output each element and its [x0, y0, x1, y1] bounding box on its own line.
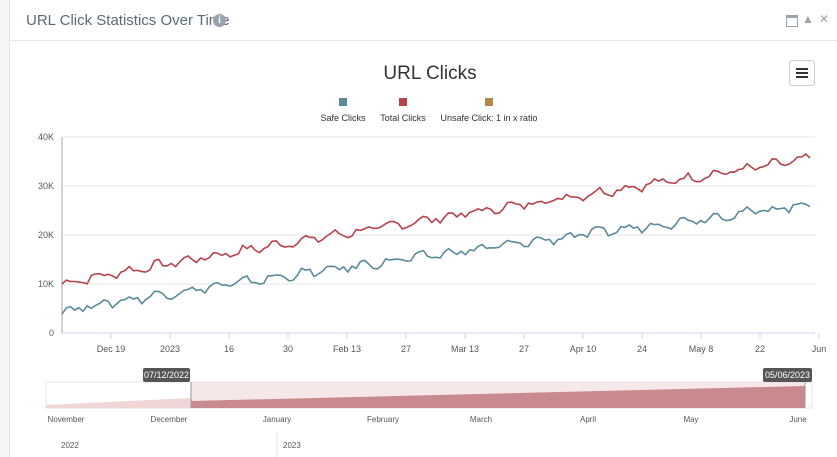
x-tick-label: Jun [812, 344, 827, 354]
navigator-year-label: 2023 [283, 441, 301, 450]
chart-series [61, 152, 811, 315]
collapse-icon[interactable]: ▲ [802, 12, 814, 26]
panel-title: URL Click Statistics Over Time [26, 12, 230, 29]
legend-swatch-0[interactable] [339, 98, 347, 106]
x-tick-label: Apr 10 [570, 344, 597, 354]
y-tick-label: 0 [49, 328, 54, 338]
x-tick-label: 2023 [160, 344, 180, 354]
chart-legend: Safe Clicks Total Clicks Unsafe Click: 1 i… [320, 98, 538, 123]
hamburger-icon [796, 68, 808, 70]
info-icon[interactable]: i [213, 14, 226, 27]
x-tick-label: Feb 13 [333, 344, 361, 354]
legend-label-1[interactable]: Total Clicks [380, 113, 426, 123]
legend-swatch-1[interactable] [399, 98, 407, 106]
navigator-month-label: November [48, 415, 85, 424]
range-start-label: 07/12/2022 [144, 370, 189, 380]
navigator-month-label: June [789, 415, 807, 424]
x-tick-label: 16 [224, 344, 234, 354]
y-axis: 0 10K 20K 30K 40K [38, 132, 63, 338]
navigator-month-label: March [470, 415, 492, 424]
legend-label-2[interactable]: Unsafe Click: 1 in x ratio [440, 113, 537, 123]
y-tick-label: 30K [38, 181, 54, 191]
x-tick-label: 22 [755, 344, 765, 354]
panel-header: URL Click Statistics Over Time i ▲ ✕ [10, 0, 837, 41]
x-tick-label: Mar 13 [451, 344, 479, 354]
x-tick-label: Dec 19 [97, 344, 126, 354]
navigator-month-label: May [683, 415, 698, 424]
series-line-total-clicks[interactable] [61, 152, 811, 285]
x-tick-label: May 8 [689, 344, 714, 354]
range-end-badge [763, 368, 812, 382]
navigator-month-label: December [151, 415, 188, 424]
navigator-month-label: January [263, 415, 291, 424]
close-icon[interactable]: ✕ [819, 12, 830, 26]
chart-title: URL Clicks [383, 63, 476, 84]
range-end-label: 05/06/2023 [765, 370, 810, 380]
chart-menu-button[interactable] [789, 60, 815, 86]
legend-label-0[interactable]: Safe Clicks [320, 113, 366, 123]
y-tick-label: 10K [38, 279, 54, 289]
navigator-series-area-outside [46, 398, 191, 408]
y-tick-label: 20K [38, 230, 54, 240]
maximize-icon[interactable] [786, 15, 798, 27]
legend-swatch-2[interactable] [485, 98, 493, 106]
chart-grid [62, 136, 815, 334]
navigator-year-label: 2022 [61, 441, 79, 450]
x-tick-label: 27 [519, 344, 529, 354]
series-line-safe-clicks[interactable] [61, 202, 811, 315]
x-tick-label: 24 [637, 344, 647, 354]
x-tick-label: 30 [283, 344, 293, 354]
x-tick-label: 27 [401, 344, 411, 354]
y-tick-label: 40K [38, 132, 54, 142]
range-start-badge [143, 368, 190, 382]
x-axis: Dec 19 2023 16 30 Feb 13 27 Mar 13 27 Apr 10 24 Ma… [97, 333, 827, 354]
navigator-month-label: April [580, 415, 596, 424]
navigator-series-area [191, 386, 805, 408]
navigator-month-label: February [367, 415, 399, 424]
range-navigator[interactable]: 07/12/2022 05/06/2023 November December Janu… [45, 368, 813, 457]
